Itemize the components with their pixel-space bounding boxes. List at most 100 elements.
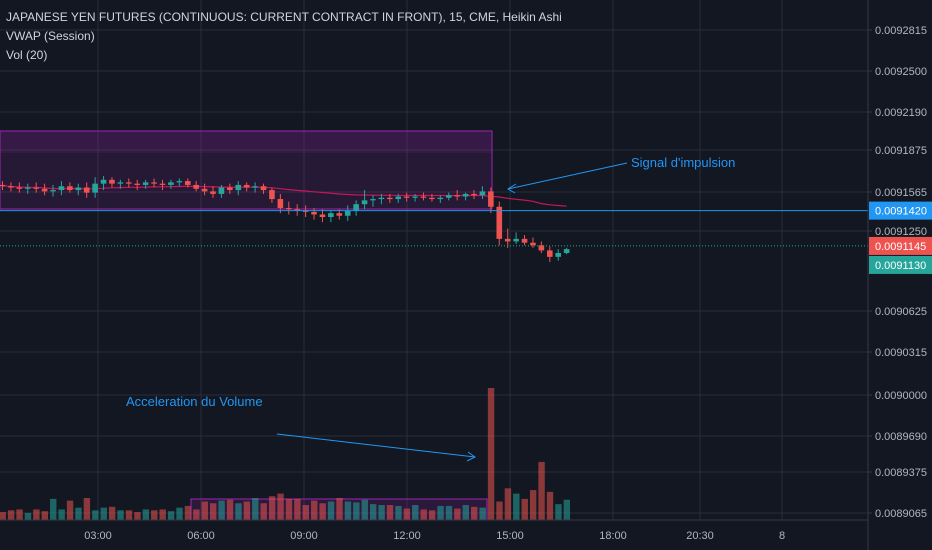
- volume-bar: [210, 503, 217, 520]
- volume-bar: [201, 501, 208, 520]
- candle-body: [302, 210, 309, 212]
- price-tick-label: 0.0090315: [875, 347, 927, 359]
- candle-body: [285, 208, 292, 210]
- volume-bar: [344, 501, 352, 520]
- chart-title: JAPANESE YEN FUTURES (CONTINUOUS: CURREN…: [6, 10, 562, 24]
- volume-bar: [16, 509, 23, 520]
- price-tags: 0.0091420 0.0091145 0.0091130: [869, 201, 932, 274]
- volume-bar: [563, 499, 571, 520]
- price-tick-label: 0.0091875: [875, 145, 927, 157]
- candle-body: [109, 179, 115, 184]
- candle-body: [50, 190, 56, 192]
- volume-bar: [142, 509, 150, 520]
- volume-bar: [311, 500, 318, 520]
- volume-bar: [243, 501, 251, 520]
- candle-body: [504, 238, 511, 242]
- volume-bar: [445, 505, 453, 520]
- candle-body: [193, 184, 199, 189]
- volume-bar: [50, 498, 57, 520]
- candle-body: [412, 196, 418, 198]
- price-tick-label: 0.0089065: [875, 508, 927, 520]
- volume-bar: [226, 499, 234, 520]
- annotation-signal-arrow: [507, 162, 628, 190]
- indicator-volume-label[interactable]: Vol (20): [6, 48, 48, 62]
- time-axis[interactable]: 03:00 06:00 09:00 12:00 15:00 18:00 20:30 8: [0, 519, 868, 542]
- candle-body: [168, 182, 174, 185]
- candle-body: [521, 238, 528, 243]
- time-tick-label: 03:00: [84, 530, 112, 542]
- volume-bar: [260, 503, 267, 520]
- candles: [0, 175, 570, 262]
- price-levels: [0, 210, 868, 247]
- candle-body: [243, 184, 250, 188]
- candle-body: [75, 187, 82, 191]
- volume-bar: [176, 507, 183, 520]
- volume-bar: [294, 498, 301, 520]
- candle-body: [479, 191, 486, 196]
- candle-body: [395, 196, 402, 200]
- price-tag-label: 0.0091145: [875, 241, 926, 253]
- price-axis[interactable]: 0.0092815 0.0092500 0.0092190 0.0091875 0.00…: [867, 0, 932, 550]
- candle-body: [41, 188, 48, 192]
- candle-body: [92, 183, 98, 193]
- volume-bar: [108, 506, 116, 520]
- candle-body: [403, 196, 410, 198]
- volume-bar: [41, 511, 48, 520]
- candle-body: [83, 187, 90, 193]
- candle-body: [67, 186, 73, 191]
- candle-body: [134, 183, 141, 185]
- volume-bar: [184, 505, 192, 520]
- candle-body: [563, 249, 570, 253]
- candle-body: [8, 186, 14, 188]
- time-tick-label: 8: [779, 530, 785, 542]
- candle-body: [555, 252, 562, 257]
- volume-bar: [479, 507, 486, 520]
- volume-bar: [24, 512, 32, 520]
- candle-body: [126, 182, 132, 184]
- volume-bar: [428, 510, 436, 520]
- volume-bar: [134, 512, 141, 520]
- volume-bar: [513, 493, 520, 520]
- indicator-vwap-label[interactable]: VWAP (Session): [6, 29, 95, 43]
- annotation-volume: Acceleration du Volume: [126, 394, 263, 409]
- annotation-signal: Signal d'impulsion: [631, 155, 735, 170]
- volume-bar: [151, 510, 158, 520]
- candle-body: [201, 188, 208, 192]
- volume-bar: [496, 501, 503, 520]
- candle-body: [16, 187, 23, 189]
- volume-bar: [92, 510, 99, 520]
- volume-bar: [487, 388, 495, 520]
- candle-body: [252, 186, 258, 188]
- chart-grid: [0, 0, 868, 520]
- volume-bar: [420, 509, 427, 520]
- candle-body: [445, 195, 452, 198]
- candle-body: [58, 186, 65, 191]
- volume-bar: [125, 510, 133, 520]
- candle-body: [538, 245, 545, 251]
- volume-bar: [319, 503, 326, 520]
- volume-bar: [302, 505, 310, 520]
- highlight-boxes: [0, 130, 493, 521]
- candle-body: [311, 211, 317, 215]
- candle-body: [151, 182, 157, 184]
- price-tag-bg: [869, 255, 932, 274]
- candle-body: [513, 238, 519, 242]
- candle-body: [319, 214, 326, 218]
- candle-body: [353, 204, 359, 211]
- annotation-volume-arrowhead: [466, 451, 476, 462]
- volume-bar: [33, 509, 40, 520]
- candle-body: [24, 187, 31, 189]
- price-tick-label: 0.0091565: [875, 187, 927, 199]
- price-tick-label: 0.0090000: [875, 390, 927, 402]
- candle-body: [420, 196, 427, 198]
- volume-bar: [58, 509, 65, 520]
- time-tick-label: 09:00: [290, 530, 318, 542]
- candle-body: [184, 181, 191, 185]
- candle-body: [429, 197, 435, 200]
- candle-body: [547, 250, 553, 257]
- volume-bar: [353, 502, 360, 520]
- volume-bar: [504, 488, 512, 520]
- volume-bar: [412, 505, 419, 520]
- time-tick-label: 20:30: [686, 530, 714, 542]
